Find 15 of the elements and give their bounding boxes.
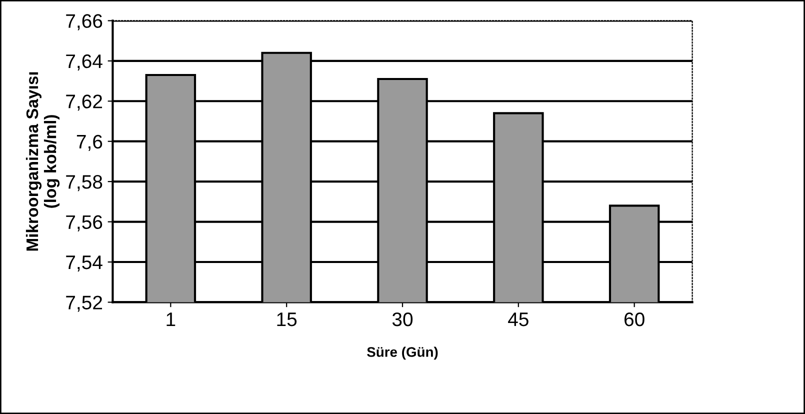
y-tick-label: 7,54 <box>66 256 102 272</box>
x-axis-title: Süre (Gün) <box>367 346 438 360</box>
y-tick-label: 7,66 <box>66 14 102 30</box>
y-tick-label: 7,56 <box>66 215 102 232</box>
x-tick-label: 60 <box>624 312 644 326</box>
y-tick-label: 7,64 <box>66 54 102 70</box>
x-tick-label: 30 <box>392 312 413 326</box>
x-tick-label: 15 <box>277 312 297 326</box>
y-tick-label: 7,6 <box>76 134 102 151</box>
y-tick-label: 7,58 <box>66 175 102 192</box>
x-tick-label: 45 <box>508 312 528 326</box>
y-tick-label: 7,52 <box>66 296 102 312</box>
x-tick-label: 1 <box>166 312 176 326</box>
y-tick-label: 7,62 <box>66 94 102 111</box>
y-axis-title: Mikroorganizma Sayısı (log kob/ml) <box>26 72 60 251</box>
